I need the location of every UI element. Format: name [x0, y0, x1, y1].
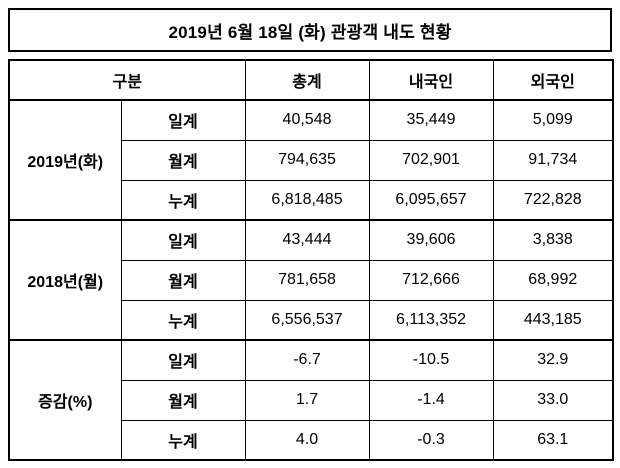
row-label-daily: 일계: [120, 99, 246, 141]
row-group-2019: 2019년(화): [8, 99, 122, 221]
column-header-total: 총계: [244, 59, 370, 101]
data-cell: 443,185: [492, 299, 614, 341]
data-cell: 3,838: [492, 219, 614, 261]
data-cell: 40,548: [244, 99, 370, 141]
table-row: 누계 6,556,537 6,113,352 443,185: [9, 299, 614, 341]
table-row: 월계 1.7 -1.4 33.0: [9, 379, 614, 421]
data-cell: 4.0: [244, 419, 370, 461]
data-cell: -6.7: [244, 339, 370, 381]
data-cell: -1.4: [368, 379, 494, 421]
column-header-domestic: 내국인: [368, 59, 494, 101]
table-row: 누계 6,818,485 6,095,657 722,828: [9, 179, 614, 221]
data-cell: 6,818,485: [244, 179, 370, 221]
table-row: 증감(%) 일계 -6.7 -10.5 32.9: [8, 339, 614, 461]
data-cell: 5,099: [492, 99, 614, 141]
data-cell: 35,449: [368, 99, 494, 141]
row-label-cumulative: 누계: [120, 299, 246, 341]
data-cell: 6,095,657: [368, 179, 494, 221]
page-title: 2019년 6월 18일 (화) 관광객 내도 현황: [8, 8, 612, 52]
data-cell: 702,901: [368, 139, 494, 181]
column-header-gubun: 구분: [8, 59, 246, 101]
data-cell: 722,828: [492, 179, 614, 221]
data-cell: 781,658: [244, 259, 370, 301]
row-group-2018: 2018년(월): [8, 219, 122, 341]
table-row: 누계 4.0 -0.3 63.1: [9, 419, 614, 461]
data-cell: 68,992: [492, 259, 614, 301]
data-cell: 63.1: [492, 419, 614, 461]
data-cell: 32.9: [492, 339, 614, 381]
data-cell: 39,606: [368, 219, 494, 261]
table-row: 월계 781,658 712,666 68,992: [9, 259, 614, 301]
data-cell: 712,666: [368, 259, 494, 301]
row-label-monthly: 월계: [120, 259, 246, 301]
data-cell: 1.7: [244, 379, 370, 421]
row-group-change: 증감(%): [8, 339, 122, 461]
tourist-stats-table: 구분 총계 내국인 외국인 2019년(화) 일계 40,548 35,449 …: [8, 59, 615, 461]
data-cell: 91,734: [492, 139, 614, 181]
data-cell: -10.5: [368, 339, 494, 381]
data-cell: 6,113,352: [368, 299, 494, 341]
data-cell: 794,635: [244, 139, 370, 181]
table-row: 2019년(화) 일계 40,548 35,449 5,099: [8, 99, 614, 221]
data-cell: -0.3: [368, 419, 494, 461]
row-label-cumulative: 누계: [120, 419, 246, 461]
row-label-monthly: 월계: [120, 139, 246, 181]
header-row: 구분 총계 내국인 외국인: [8, 59, 614, 101]
column-header-foreign: 외국인: [492, 59, 614, 101]
table-row: 월계 794,635 702,901 91,734: [9, 139, 614, 181]
data-cell: 33.0: [492, 379, 614, 421]
row-label-cumulative: 누계: [120, 179, 246, 221]
row-label-daily: 일계: [120, 219, 246, 261]
table-row: 2018년(월) 일계 43,444 39,606 3,838: [8, 219, 614, 341]
row-label-daily: 일계: [120, 339, 246, 381]
data-cell: 43,444: [244, 219, 370, 261]
row-label-monthly: 월계: [120, 379, 246, 421]
data-cell: 6,556,537: [244, 299, 370, 341]
